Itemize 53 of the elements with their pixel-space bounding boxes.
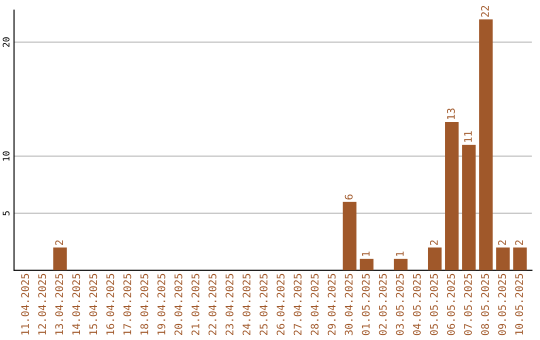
x-tick-label: 08.05.2025 (481, 274, 489, 336)
x-tick-label: 22.04.2025 (208, 274, 216, 336)
x-tick-label: 17.04.2025 (123, 274, 132, 335)
x-tick-label: 18.04.2025 (140, 274, 148, 335)
x-tick-label: 13.04.2025 (55, 274, 64, 335)
x-tick-label: 28.04.2025 (310, 274, 319, 336)
x-tick-label: 07.05.2025 (464, 274, 472, 336)
bar (479, 19, 493, 270)
bar (428, 247, 442, 270)
x-tick-label: 29.04.2025 (328, 274, 336, 336)
x-tick-label: 21.04.2025 (191, 274, 200, 336)
x-tick-label: 05.05.2025 (430, 274, 438, 336)
bar (445, 122, 459, 270)
bar (53, 247, 67, 270)
x-tick-label: 30.04.2025 (344, 274, 353, 336)
y-tick-label: 20 (2, 37, 10, 47)
x-tick-label: 15.04.2025 (89, 274, 98, 335)
data-label: 11 (464, 131, 472, 142)
y-tick-label: 5 (2, 211, 10, 216)
bar (496, 247, 510, 270)
x-tick-label: 25.04.2025 (260, 274, 268, 336)
bar (462, 144, 476, 270)
data-label: 22 (481, 6, 489, 17)
x-tick-label: 04.05.2025 (412, 274, 421, 336)
x-tick-label: 06.05.2025 (447, 274, 455, 336)
x-tick-label: 26.04.2025 (276, 274, 285, 336)
data-label: 1 (362, 252, 370, 256)
x-tick-label: 12.04.2025 (38, 274, 46, 335)
x-tick-label: 02.05.2025 (378, 274, 387, 336)
data-label: 2 (430, 240, 438, 245)
x-tick-label: 23.04.2025 (226, 274, 234, 336)
y-tick-label: 10 (2, 151, 10, 161)
x-tick-label: 24.04.2025 (242, 274, 250, 336)
x-tick-label: 09.05.2025 (498, 274, 506, 336)
bar (513, 247, 527, 270)
bar (342, 202, 356, 270)
data-label: 6 (344, 194, 353, 200)
data-label: 2 (55, 240, 63, 245)
data-label: 2 (498, 240, 506, 245)
bar (360, 258, 374, 270)
x-tick-label: 10.05.2025 (515, 274, 524, 335)
x-tick-label: 01.05.2025 (362, 274, 370, 336)
x-tick-label: 14.04.2025 (72, 274, 80, 335)
x-tick-label: 19.04.2025 (157, 274, 166, 335)
x-tick-label: 16.04.2025 (106, 274, 114, 335)
data-label: 2 (515, 240, 523, 245)
bar (394, 258, 408, 270)
x-tick-label: 03.05.2025 (396, 274, 404, 336)
x-tick-label: 11.04.2025 (21, 274, 30, 335)
data-label: 13 (447, 108, 455, 120)
x-tick-label: 27.04.2025 (294, 274, 302, 336)
x-tick-label: 20.04.2025 (174, 274, 182, 336)
data-label: 1 (396, 252, 404, 256)
